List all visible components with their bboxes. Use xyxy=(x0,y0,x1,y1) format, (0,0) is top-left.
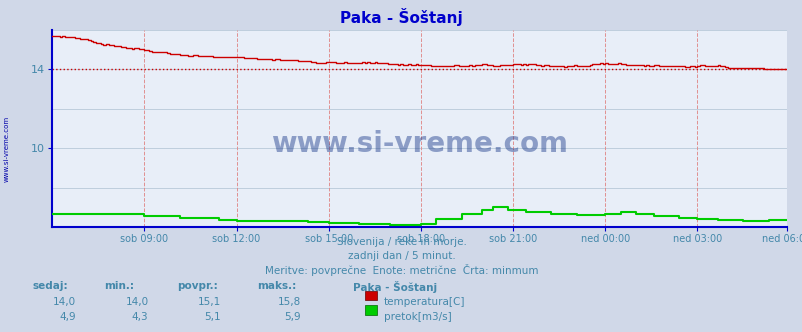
Text: 14,0: 14,0 xyxy=(125,297,148,307)
Text: 5,9: 5,9 xyxy=(284,312,301,322)
Text: min.:: min.: xyxy=(104,281,134,290)
Text: www.si-vreme.com: www.si-vreme.com xyxy=(271,130,567,158)
Text: 15,8: 15,8 xyxy=(277,297,301,307)
Text: maks.:: maks.: xyxy=(257,281,296,290)
Text: sedaj:: sedaj: xyxy=(32,281,67,290)
Text: Paka - Šoštanj: Paka - Šoštanj xyxy=(353,281,437,292)
Text: www.si-vreme.com: www.si-vreme.com xyxy=(3,116,10,183)
Text: 15,1: 15,1 xyxy=(197,297,221,307)
Text: povpr.:: povpr.: xyxy=(176,281,217,290)
Text: Meritve: povprečne  Enote: metrične  Črta: minmum: Meritve: povprečne Enote: metrične Črta:… xyxy=(265,264,537,276)
Text: Slovenija / reke in morje.: Slovenija / reke in morje. xyxy=(336,237,466,247)
Text: 4,9: 4,9 xyxy=(59,312,76,322)
Text: zadnji dan / 5 minut.: zadnji dan / 5 minut. xyxy=(347,251,455,261)
Text: Paka - Šoštanj: Paka - Šoštanj xyxy=(340,8,462,26)
Text: 14,0: 14,0 xyxy=(53,297,76,307)
Text: 4,3: 4,3 xyxy=(132,312,148,322)
Text: pretok[m3/s]: pretok[m3/s] xyxy=(383,312,451,322)
Text: temperatura[C]: temperatura[C] xyxy=(383,297,464,307)
Text: 5,1: 5,1 xyxy=(204,312,221,322)
